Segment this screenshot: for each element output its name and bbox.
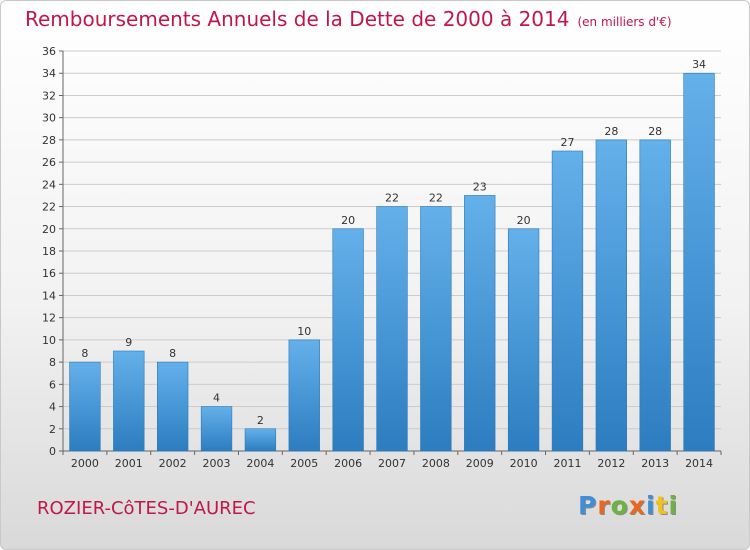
y-tick-label: 8 [49,356,56,369]
x-tick-label: 2008 [422,457,450,470]
y-tick-label: 18 [42,245,56,258]
x-tick-label: 2002 [159,457,187,470]
x-tick-label: 2001 [115,457,143,470]
proxiti-logo: Proxiti [578,491,678,520]
y-tick-label: 32 [42,89,56,102]
y-tick-label: 24 [42,178,56,191]
x-tick-label: 2003 [203,457,231,470]
bar [157,361,189,452]
logo-letter: P [578,491,598,520]
bar [595,139,627,452]
bar-value-label: 34 [692,58,706,71]
bar-value-label: 2 [257,414,264,427]
bar [420,206,452,452]
bar [683,72,715,452]
y-tick-label: 2 [49,423,56,436]
bar-value-label: 20 [517,214,531,227]
logo-letter: i [668,491,679,520]
logo-letter: t [655,491,669,520]
bar [244,428,277,452]
bar-value-label: 8 [81,347,88,360]
y-tick-label: 30 [42,112,56,125]
bar-value-label: 28 [648,125,662,138]
y-tick-label: 14 [42,289,56,302]
y-tick-label: 12 [42,312,56,325]
bar [113,350,145,452]
bar [639,139,671,452]
bar-value-label: 27 [560,136,574,149]
bar-value-label: 22 [385,192,399,205]
x-tick-label: 2012 [597,457,625,470]
chart-title: Remboursements Annuels de la Dette de 20… [25,7,672,31]
logo-letter: r [597,491,611,520]
place-name: ROZIER-CôTES-D'AUREC [37,498,256,519]
x-tick-label: 2013 [641,457,669,470]
bar-value-label: 22 [429,192,443,205]
bar-value-label: 28 [604,125,618,138]
y-tick-label: 0 [49,445,56,458]
bar-value-label: 9 [125,336,132,349]
x-tick-label: 2005 [290,457,318,470]
x-tick-label: 2014 [685,457,713,470]
bar [507,228,540,452]
bar [288,339,320,452]
bar [551,150,584,452]
bar [376,206,408,452]
y-tick-label: 20 [42,223,56,236]
bar [69,361,101,452]
bar [200,406,233,452]
x-tick-label: 2010 [510,457,538,470]
y-tick-label: 22 [42,201,56,214]
y-tick-label: 34 [42,67,56,80]
y-tick-label: 36 [42,45,56,58]
x-tick-label: 2009 [466,457,494,470]
y-tick-label: 16 [42,267,56,280]
y-tick-label: 26 [42,156,56,169]
x-tick-label: 2007 [378,457,406,470]
chart-title-text: Remboursements Annuels de la Dette de 20… [25,7,570,31]
bar [464,195,496,452]
bar-value-label: 10 [297,325,311,338]
x-tick-label: 2004 [246,457,274,470]
logo-letter: o [610,491,629,520]
bar [332,228,364,452]
bar-value-label: 20 [341,214,355,227]
y-tick-label: 28 [42,134,56,147]
chart-unit: (en milliers d'€) [577,15,672,29]
bar-value-label: 23 [473,180,487,193]
y-tick-label: 10 [42,334,56,347]
x-tick-label: 2000 [71,457,99,470]
logo-letter: x [628,491,646,520]
x-tick-label: 2011 [553,457,581,470]
y-tick-label: 4 [49,401,56,414]
x-tick-label: 2006 [334,457,362,470]
y-tick-label: 6 [49,378,56,391]
bar-value-label: 4 [213,392,220,405]
logo-letter: i [646,491,656,520]
bar-value-label: 8 [169,347,176,360]
